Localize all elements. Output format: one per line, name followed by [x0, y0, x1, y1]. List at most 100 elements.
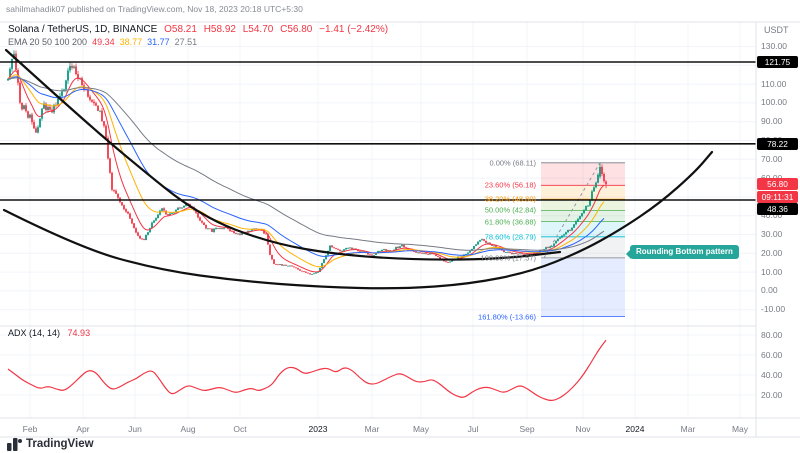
- candle-body: [387, 250, 389, 251]
- candle-body: [179, 207, 181, 209]
- candle-body: [447, 262, 449, 263]
- candle-body: [515, 253, 517, 254]
- candle-body: [77, 74, 79, 79]
- candle-body: [561, 235, 563, 238]
- candle-body: [201, 220, 203, 223]
- time-axis-label: Apr: [76, 424, 90, 434]
- candle-body: [211, 228, 213, 232]
- candle-body: [151, 222, 153, 229]
- candle-body: [89, 96, 91, 100]
- symbol-title: Solana / TetherUS, 1D, BINANCE: [8, 24, 158, 35]
- rounding-bottom-curve: [2, 150, 714, 290]
- adx-legend: ADX (14, 14) 74.93: [8, 329, 90, 338]
- candle-body: [503, 250, 505, 253]
- candle-body: [69, 66, 71, 71]
- candle-body: [27, 111, 29, 118]
- candle-body: [157, 214, 159, 219]
- candle-body: [341, 250, 343, 252]
- candle-body: [127, 211, 129, 214]
- candle-body: [71, 66, 73, 68]
- candle-body: [337, 248, 339, 250]
- candle-body: [589, 200, 591, 206]
- grid: [0, 22, 756, 418]
- candle-body: [495, 245, 497, 248]
- candle-body: [105, 125, 107, 138]
- candle-body: [115, 190, 117, 194]
- callout-text: Rounding Bottom pattern: [636, 247, 733, 256]
- adx-label: ADX (14, 14): [8, 328, 61, 338]
- tradingview-logo-icon: [7, 438, 22, 451]
- ema-legend: EMA 20 50 100 200 49.34 38.77 31.77 27.51: [8, 37, 197, 47]
- candle-body: [599, 167, 601, 177]
- tradingview-logo[interactable]: TradingView: [7, 438, 94, 451]
- candle-body: [267, 233, 269, 245]
- candle-body: [289, 265, 291, 267]
- candle-body: [539, 249, 541, 252]
- candle-body: [417, 252, 419, 254]
- price-tick-label: 130.00: [761, 40, 787, 51]
- candle-body: [203, 222, 205, 225]
- candle-body: [279, 264, 281, 265]
- candle-body: [175, 210, 177, 213]
- candle-body: [321, 263, 323, 268]
- candle-body: [505, 252, 507, 253]
- candle-body: [19, 82, 21, 103]
- candle-body: [517, 253, 519, 255]
- time-axis-label: Sep: [519, 424, 535, 434]
- candle-body: [207, 228, 209, 230]
- rounding-bottom-callout: Rounding Bottom pattern: [626, 245, 739, 259]
- fib-retracement: [541, 162, 625, 318]
- candle-body: [101, 110, 103, 122]
- candle-body: [229, 229, 231, 232]
- candle-body: [9, 68, 11, 80]
- candle-body: [251, 229, 253, 231]
- fib-band: [541, 199, 625, 211]
- candle-body: [33, 122, 35, 129]
- candle-body: [383, 249, 385, 250]
- candle-body: [585, 206, 587, 211]
- price-tick-label: 110.00: [761, 78, 787, 89]
- candle-body: [603, 174, 605, 182]
- candle-body: [593, 187, 595, 192]
- candle-body: [343, 249, 345, 251]
- candle-body: [403, 244, 405, 248]
- candle-body: [297, 268, 299, 270]
- candle-body: [521, 253, 523, 255]
- candle-body: [583, 210, 585, 214]
- fib-level-label: 161.80% (-13.66): [478, 312, 536, 322]
- candle-body: [451, 260, 453, 262]
- candle-body: [601, 167, 603, 174]
- candle-body: [577, 219, 579, 222]
- candle-body: [465, 254, 467, 255]
- ohlc-high: H58.92: [203, 24, 236, 35]
- candle-body: [239, 233, 241, 235]
- candle-body: [135, 228, 137, 233]
- ema-line-50: [7, 74, 605, 268]
- candle-body: [91, 99, 93, 102]
- candle-body: [155, 218, 157, 221]
- candle-body: [31, 114, 33, 123]
- candle-body: [285, 264, 287, 266]
- indicator-tick-label: 20.00: [761, 389, 783, 400]
- candle-body: [401, 244, 403, 247]
- candle-body: [335, 248, 337, 249]
- candle-body: [423, 253, 425, 255]
- time-axis-label: May: [731, 424, 749, 434]
- candle-body: [283, 264, 285, 266]
- ema-values: 49.34 38.77 31.77 27.51: [87, 37, 197, 47]
- candle-body: [549, 246, 551, 248]
- candle-body: [555, 240, 557, 244]
- candle-body: [369, 254, 371, 256]
- adx-value: 74.93: [67, 328, 91, 338]
- candle-body: [571, 227, 573, 231]
- candle-body: [161, 208, 163, 211]
- candle-body: [293, 266, 295, 268]
- candle-body: [435, 254, 437, 256]
- attribution-text[interactable]: sahilmahadik07 published on TradingView.…: [6, 4, 303, 14]
- candle-body: [567, 230, 569, 233]
- candle-body: [379, 251, 381, 252]
- candle-body: [491, 244, 493, 246]
- adx-line: [7, 339, 607, 401]
- candle-body: [553, 243, 555, 247]
